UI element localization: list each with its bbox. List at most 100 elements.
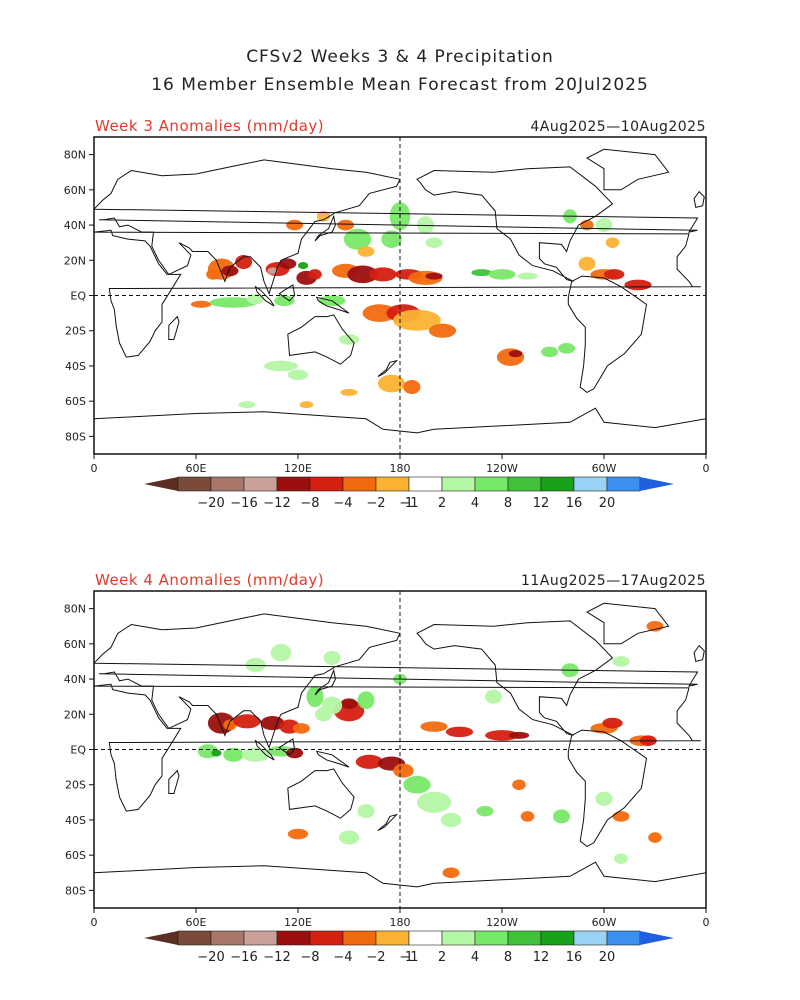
week4-coastline-newguinea <box>315 750 350 768</box>
week3-anomaly-region <box>340 388 358 396</box>
week3-anomaly-region <box>425 237 443 248</box>
week3-colorbar-label: −12 <box>263 496 290 511</box>
week4-colorbar-swatch <box>210 930 245 946</box>
week4-colorbar-high-arrow <box>640 931 674 945</box>
week3-colorbar-label: 4 <box>471 496 479 511</box>
week3-anomaly-region <box>393 309 441 331</box>
week4-anomaly-region <box>287 828 309 840</box>
week3-anomaly-region <box>337 219 355 231</box>
week3-lon-label: 120W <box>486 462 518 475</box>
week4-coastline-madagascar <box>168 769 180 794</box>
week3-lat-label: 80S <box>65 430 86 443</box>
week3-anomaly-region <box>338 334 360 345</box>
week3-anomaly-region <box>517 272 538 280</box>
week4-anomaly-region <box>512 779 526 791</box>
week3-coastline-nz <box>377 359 399 377</box>
week4-lat-label: 40N <box>64 673 86 686</box>
week4-coastline-japan <box>314 668 336 696</box>
week3-anomaly-region <box>264 360 298 372</box>
week4-anomaly-region <box>292 723 310 734</box>
week4-colorbar-swatch <box>309 930 344 946</box>
week4-colorbar-label: 2 <box>438 950 446 965</box>
chart-subtitle: 16 Member Ensemble Mean Forecast from 20… <box>151 75 649 95</box>
week3-coastline-japan <box>314 214 336 242</box>
week4-anomaly-region <box>403 775 431 794</box>
week3-anomaly-region <box>255 237 273 248</box>
week4-colorbar: −20 −16 −12 −8 −4 −2 −11 2 4 8 12 16 20 <box>144 930 674 965</box>
week3-coastline-australia <box>287 314 355 365</box>
week3-dates: 4Aug2025—10Aug2025 <box>530 119 706 135</box>
week3-colorbar-label: 12 <box>533 496 550 511</box>
week3-label: Week 3 Anomalies (mm/day) <box>95 117 325 135</box>
week3-coastline-greenland <box>585 148 670 191</box>
week4-anomaly-region <box>485 730 519 741</box>
week3-anomaly-region <box>357 246 375 257</box>
week3-colorbar-label: 8 <box>504 496 512 511</box>
week3-anomaly-region <box>209 297 258 308</box>
week4-coastline-americaN <box>416 620 614 736</box>
week3-coastline-borneo <box>278 284 296 302</box>
week3-anomaly-region <box>604 269 625 280</box>
week3-anomaly-region <box>286 219 304 231</box>
week4-lon-label: 180 <box>390 916 411 929</box>
week3-lat-label: 80N <box>64 149 86 162</box>
week4-colorbar-swatch <box>507 930 542 946</box>
week4-dates: 11Aug2025—17Aug2025 <box>520 573 706 589</box>
week3-anomaly-region <box>347 265 378 284</box>
week3-anomaly-region <box>362 304 397 322</box>
week3-colorbar-label: 16 <box>566 496 583 511</box>
week3-lat-label: 20S <box>65 325 86 338</box>
week4-lat-label: 40S <box>65 814 86 827</box>
week3-colorbar-label: −1 <box>399 496 418 511</box>
week4-anomaly-region <box>357 804 375 819</box>
week3-anomaly-region <box>471 269 492 277</box>
week3-anomaly-region <box>624 279 652 291</box>
week4-colorbar-label: −8 <box>300 950 319 965</box>
week3-coastline-uk <box>693 190 705 209</box>
week4-anomaly-layer <box>197 620 664 879</box>
week3-anomaly-region <box>508 350 523 358</box>
week4-colorbar-label: −20 <box>197 950 224 965</box>
week3-lat-label: 40N <box>64 219 86 232</box>
chart-title: CFSv2 Weeks 3 & 4 Precipitation <box>246 47 554 67</box>
week3-coastline-americaN <box>416 166 614 282</box>
week4-colorbar-swatch <box>408 930 443 946</box>
week4-lon-label: 0 <box>703 916 710 929</box>
week3-anomaly-region <box>267 267 278 275</box>
week3-lat-label: EQ <box>70 290 86 303</box>
week4-colorbar-swatch <box>573 930 608 946</box>
week3-colorbar-label: −8 <box>300 496 319 511</box>
week3-anomaly-region <box>403 380 421 395</box>
week3-lon-label: 60E <box>186 462 207 475</box>
week3-lat-label: 40S <box>65 360 86 373</box>
week4-anomaly-region <box>476 805 494 817</box>
week4-lat-label: 80S <box>65 884 86 897</box>
week4-colorbar-label: 12 <box>533 950 550 965</box>
week4-colorbar-label: −16 <box>230 950 257 965</box>
week3-anomaly-region <box>343 228 372 250</box>
week4-coastline-eurasia <box>94 613 699 750</box>
week4-coastline-australia <box>287 768 355 819</box>
week3-colorbar-label: 2 <box>438 496 446 511</box>
week3-anomaly-region <box>488 269 516 280</box>
week4-colorbar-swatch <box>177 930 212 946</box>
week4-anomaly-region <box>286 747 304 759</box>
week4-coastline-sumatra <box>254 739 275 761</box>
week4-lat-label: EQ <box>70 744 86 757</box>
week3-coastlines <box>94 148 706 454</box>
week4-anomaly-region <box>270 643 292 662</box>
week4-coastlines <box>94 602 706 908</box>
week4-anomaly-region <box>338 830 360 845</box>
week3-lat-label: 20N <box>64 254 86 267</box>
week4-anomaly-region <box>355 754 383 769</box>
week4-anomaly-region <box>315 707 332 722</box>
week3-anomaly-region <box>605 237 620 248</box>
week4-colorbar-swatch <box>342 930 377 946</box>
week3-anomaly-region <box>287 369 309 381</box>
week4-anomaly-region <box>357 691 375 709</box>
week3-anomaly-region <box>558 343 576 354</box>
week4-colorbar-label: 16 <box>566 950 583 965</box>
week4-anomaly-region <box>595 791 613 806</box>
week4-lat-label: 20N <box>64 708 86 721</box>
week3-anomaly-region <box>299 401 314 409</box>
